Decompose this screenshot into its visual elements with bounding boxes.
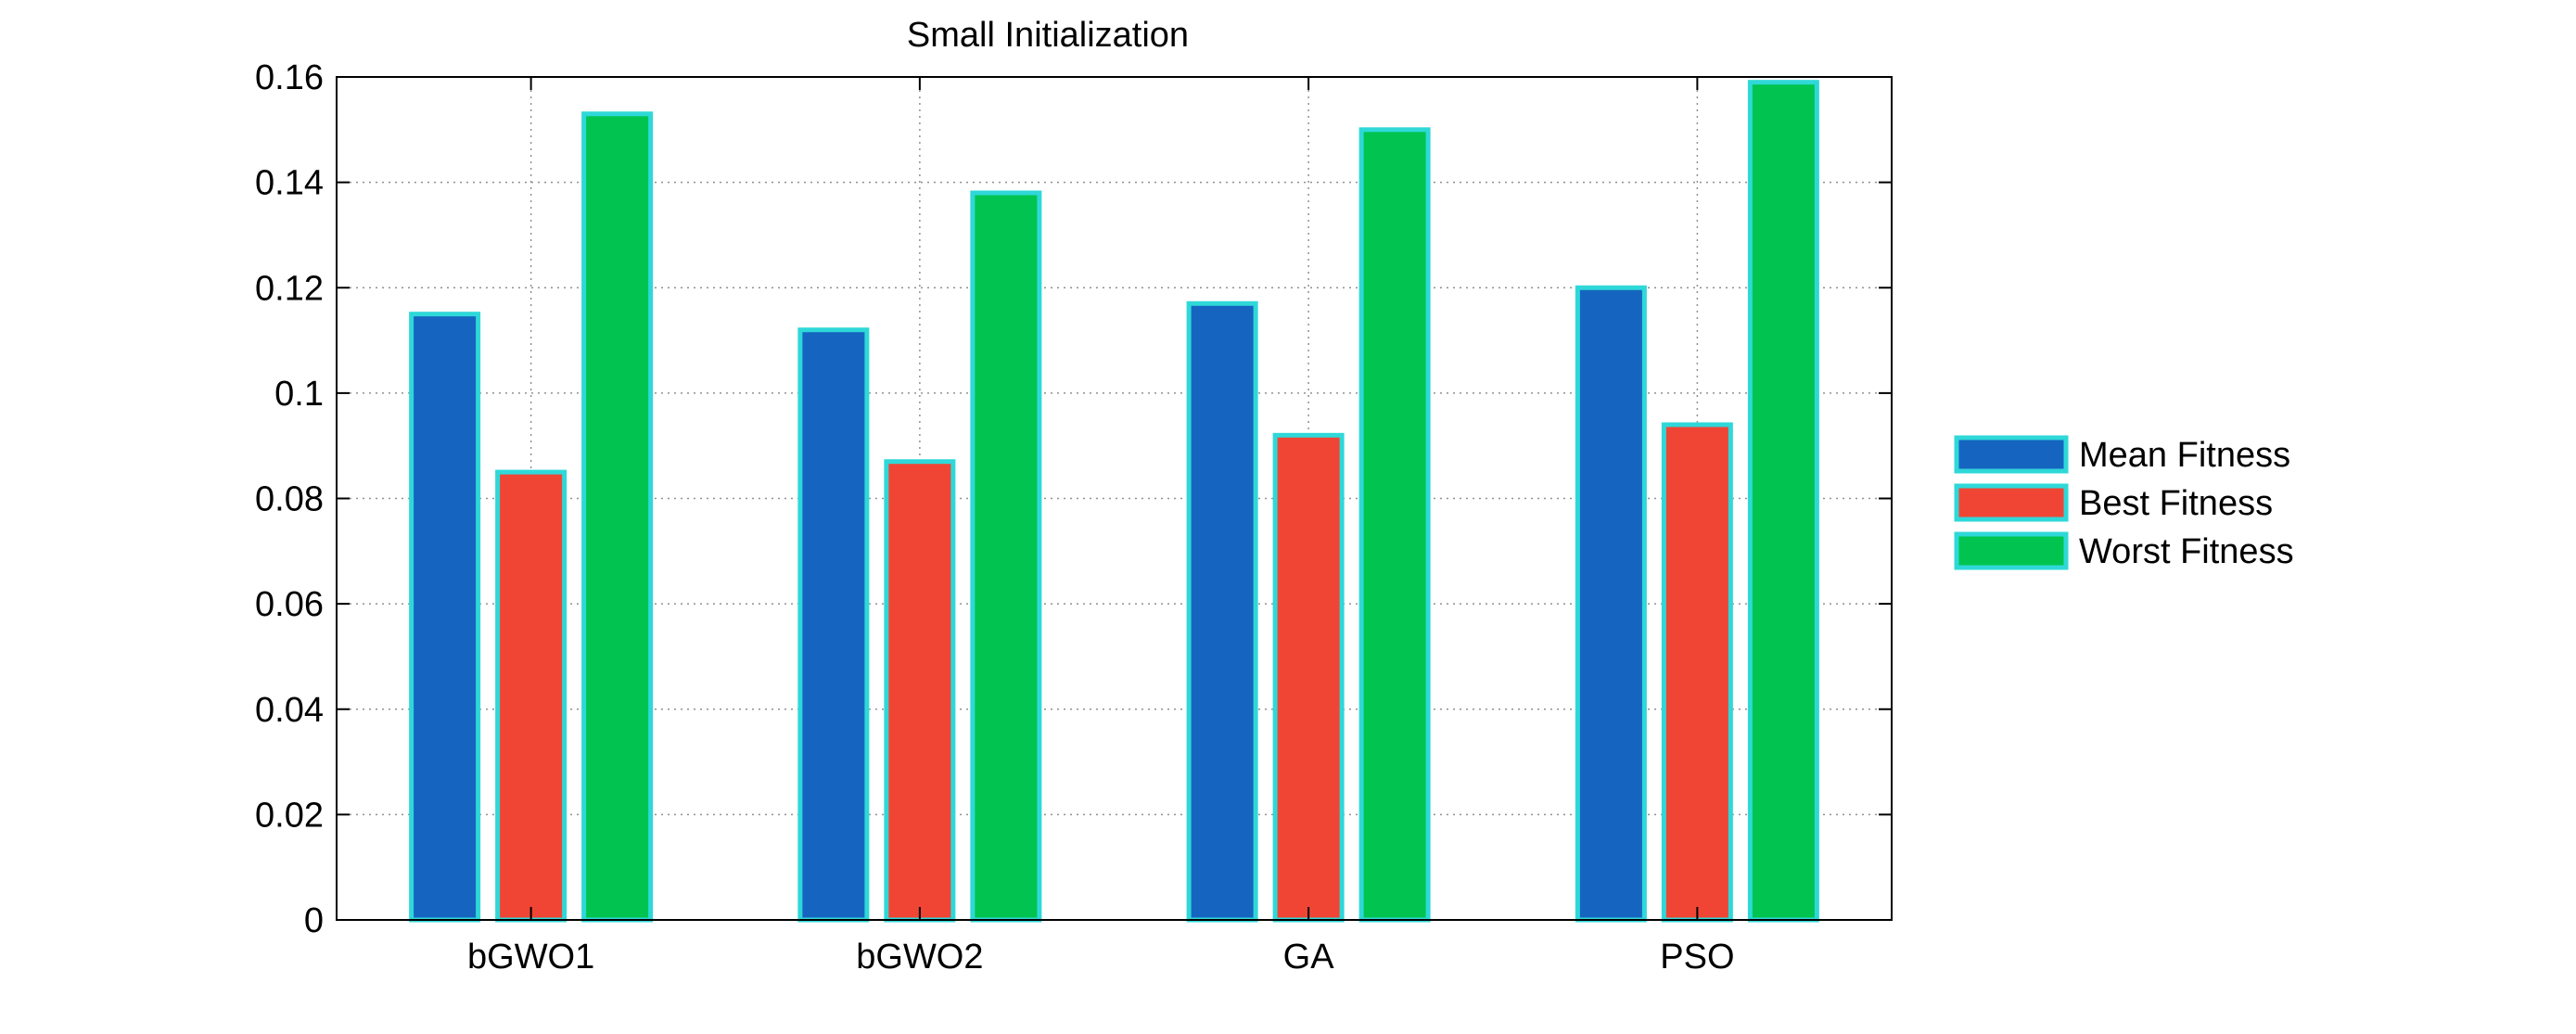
legend-swatch <box>1954 435 2069 474</box>
legend: Mean Fitness Best Fitness Worst Fitness <box>1954 435 2294 571</box>
bar <box>1661 422 1733 923</box>
legend-swatch <box>1954 483 2069 522</box>
bar <box>970 190 1042 923</box>
bar <box>884 459 956 923</box>
y-tick-label: 0.16 <box>255 58 324 97</box>
y-tick-label: 0.14 <box>255 164 324 203</box>
bar <box>1272 432 1345 923</box>
y-tick-label: 0.02 <box>255 796 324 835</box>
bar <box>1575 285 1647 923</box>
x-tick-label: GA <box>1283 938 1335 977</box>
y-tick-label: 0 <box>304 901 324 940</box>
legend-label: Best Fitness <box>2079 484 2273 523</box>
legend-swatch <box>1954 531 2069 570</box>
legend-label: Worst Fitness <box>2079 532 2294 571</box>
y-tick-label: 0.06 <box>255 585 324 624</box>
y-tick-label: 0.12 <box>255 269 324 308</box>
bar <box>495 469 567 923</box>
y-tick-label: 0.04 <box>255 691 324 730</box>
bar <box>1747 80 1819 923</box>
bar <box>581 111 654 923</box>
bar <box>797 327 870 923</box>
x-tick-label: PSO <box>1660 938 1734 977</box>
chart-title: Small Initialization <box>907 16 1189 55</box>
y-tick-label: 0.08 <box>255 480 324 519</box>
legend-label: Mean Fitness <box>2079 436 2290 475</box>
x-tick-label: bGWO2 <box>856 938 983 977</box>
y-tick-label: 0.1 <box>274 375 324 414</box>
bar <box>1358 127 1431 923</box>
plot-area: 0 0.02 0.04 0.06 0.08 0.1 0.12 0.14 0.16 bGWO1 bGW… <box>255 58 1893 977</box>
x-tick-label: bGWO1 <box>467 938 594 977</box>
bar <box>409 312 481 923</box>
bar <box>1186 300 1258 923</box>
axes-background <box>337 77 1892 920</box>
